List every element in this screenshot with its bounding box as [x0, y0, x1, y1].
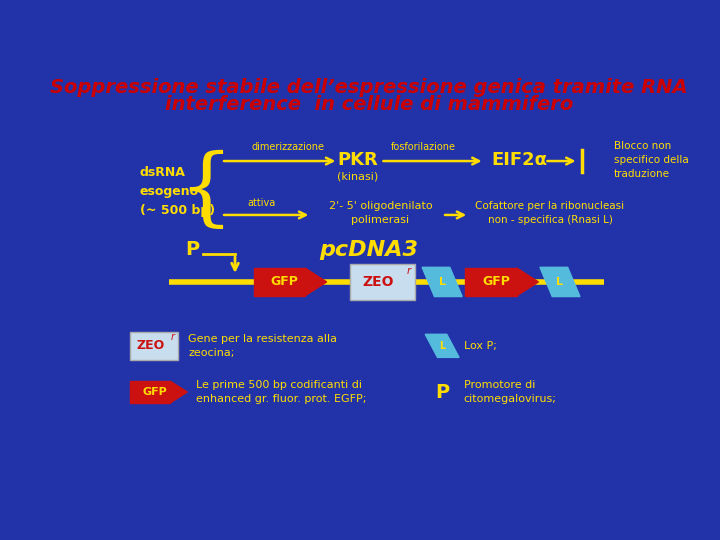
Text: fosforilazione: fosforilazione: [390, 142, 456, 152]
Text: PKR: PKR: [337, 151, 378, 168]
Text: r: r: [407, 266, 411, 276]
Text: P: P: [435, 382, 449, 402]
Text: {: {: [179, 150, 233, 233]
Text: Promotore di
citomegalovirus;: Promotore di citomegalovirus;: [464, 380, 557, 404]
Bar: [465, 268, 517, 296]
Bar: [130, 381, 171, 403]
Text: Blocco non
specifico della
traduzione: Blocco non specifico della traduzione: [614, 140, 688, 179]
Text: EIF2α: EIF2α: [491, 151, 547, 168]
Text: pcDNA3: pcDNA3: [320, 240, 418, 260]
Text: GFP: GFP: [142, 387, 167, 397]
Text: GFP: GFP: [482, 275, 510, 288]
Polygon shape: [422, 267, 462, 296]
Text: ZEO: ZEO: [136, 339, 164, 353]
Text: L: L: [439, 341, 445, 351]
Text: attiva: attiva: [247, 198, 275, 207]
Text: 2'- 5' oligodenilato
polimerasi: 2'- 5' oligodenilato polimerasi: [329, 201, 433, 225]
Polygon shape: [305, 268, 327, 296]
Text: ZEO: ZEO: [362, 275, 394, 289]
Text: (kinasi): (kinasi): [337, 172, 378, 181]
Bar: [253, 268, 305, 296]
Text: Cofattore per la ribonucleasi
non - specifica (Rnasi L): Cofattore per la ribonucleasi non - spec…: [475, 201, 624, 225]
Polygon shape: [540, 267, 580, 296]
Text: dimerizzazione: dimerizzazione: [252, 142, 325, 152]
Polygon shape: [171, 381, 187, 403]
Text: r: r: [171, 333, 175, 342]
Polygon shape: [517, 268, 539, 296]
FancyBboxPatch shape: [350, 264, 415, 300]
Text: L: L: [557, 277, 564, 287]
Polygon shape: [426, 334, 459, 357]
Text: Gene per la resistenza alla
zeocina;: Gene per la resistenza alla zeocina;: [188, 334, 337, 358]
Text: dsRNA
esogeno
(~ 500 bp): dsRNA esogeno (~ 500 bp): [140, 166, 215, 217]
Text: Lox P;: Lox P;: [464, 341, 497, 351]
Text: P: P: [185, 240, 199, 259]
FancyBboxPatch shape: [130, 332, 178, 360]
Text: L: L: [438, 277, 446, 287]
Text: interference  in cellule di mammifero: interference in cellule di mammifero: [165, 96, 573, 114]
Text: GFP: GFP: [271, 275, 299, 288]
Text: Soppressione stabile dell’espressione genica tramite RNA: Soppressione stabile dell’espressione ge…: [50, 78, 688, 97]
Text: Le prime 500 bp codificanti di
enhanced gr. fluor. prot. EGFP;: Le prime 500 bp codificanti di enhanced …: [196, 380, 366, 404]
